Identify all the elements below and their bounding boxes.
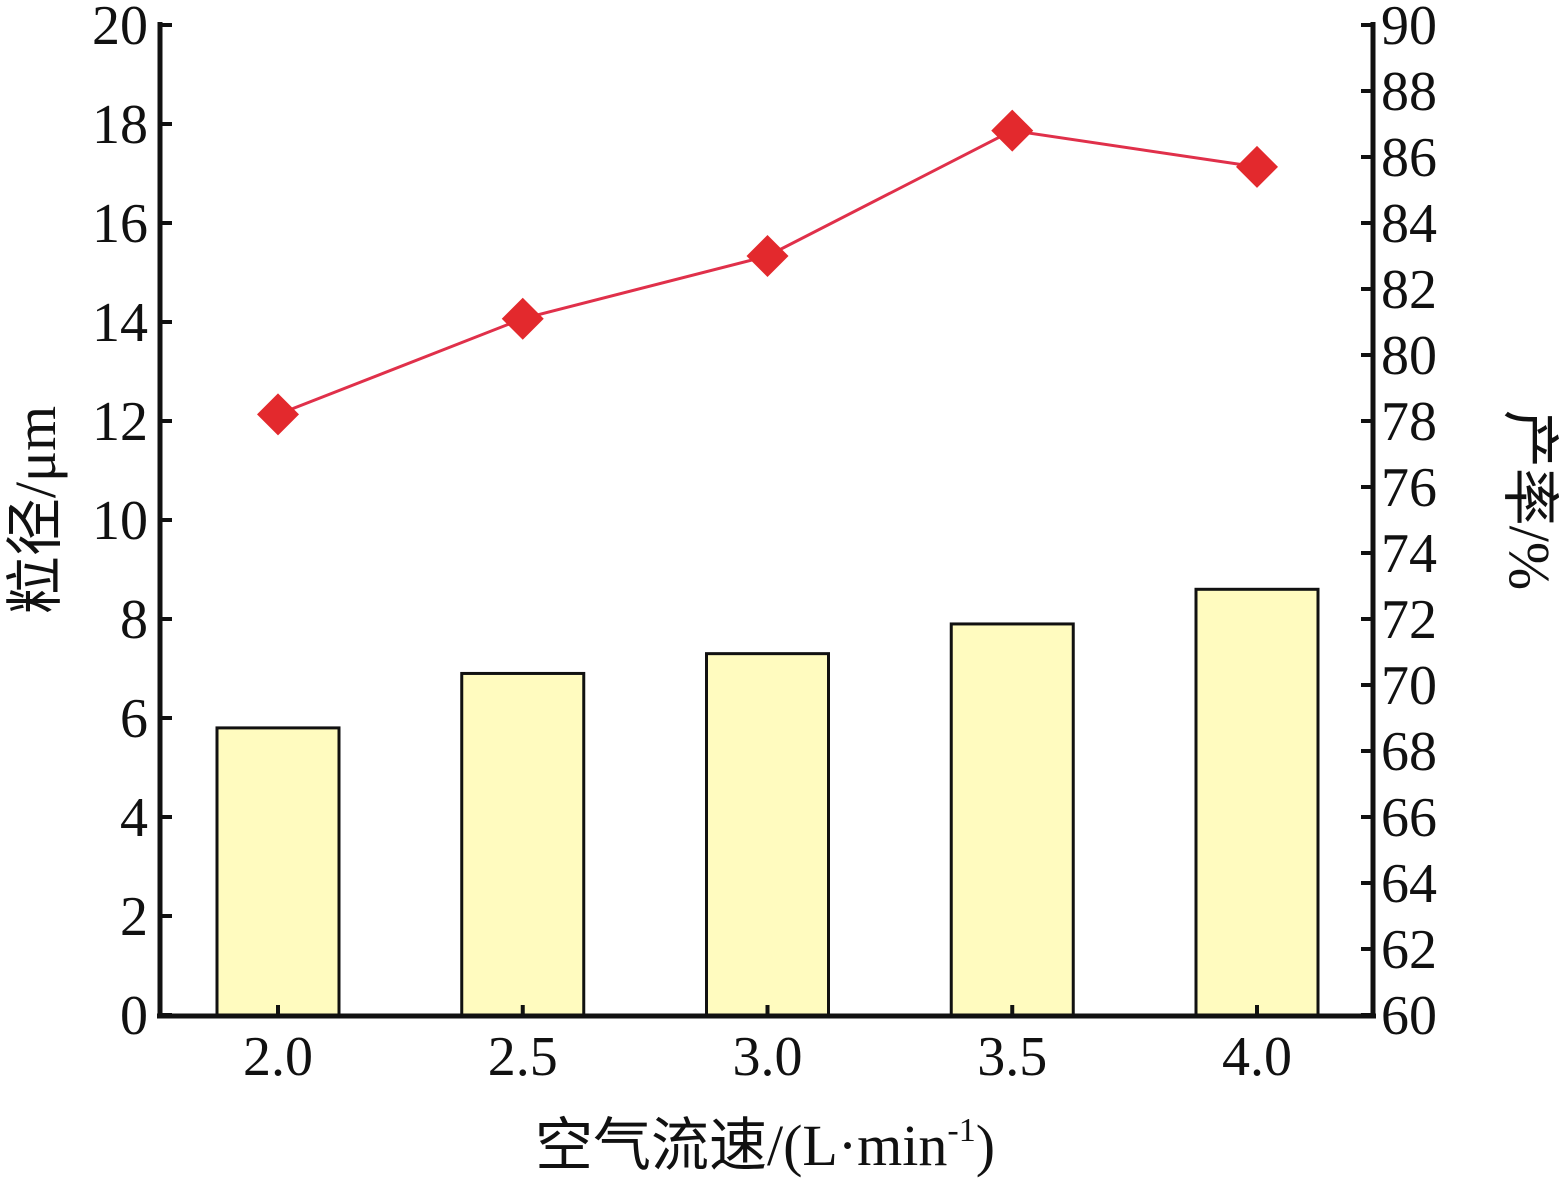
yield-marker-3.5 — [991, 109, 1034, 152]
bar-4.0 — [1194, 587, 1320, 1017]
yield-line-layer — [257, 109, 1278, 436]
left-tick-label-12: 12 — [92, 391, 148, 453]
right-tick-label-74: 74 — [1381, 523, 1437, 585]
x-tick-label-4.0: 4.0 — [1222, 1026, 1292, 1088]
left-tick-label-14: 14 — [92, 292, 148, 354]
left-tick-label-0: 0 — [120, 985, 148, 1047]
x-axis-title-end: ) — [976, 1113, 995, 1178]
left-tick-label-4: 4 — [120, 787, 148, 849]
left-tick-label-2: 2 — [120, 886, 148, 948]
right-tick-label-80: 80 — [1381, 325, 1437, 387]
right-tick-label-64: 64 — [1381, 853, 1437, 915]
right-tick-label-66: 66 — [1381, 787, 1437, 849]
right-tick-label-70: 70 — [1381, 655, 1437, 717]
bar-2.0 — [215, 726, 341, 1017]
yield-marker-3.0 — [746, 235, 789, 277]
left-tick-label-20: 20 — [92, 0, 148, 57]
right-tick-label-82: 82 — [1381, 259, 1437, 321]
x-axis-title: 空气流速/(L·min-1) — [535, 1112, 995, 1178]
x-tick-label-2.0: 2.0 — [243, 1026, 313, 1088]
bar-2.5 — [460, 671, 586, 1017]
left-tick-label-8: 8 — [120, 589, 148, 651]
left-tick-label-16: 16 — [92, 193, 148, 255]
right-tick-label-62: 62 — [1381, 919, 1437, 981]
yield-marker-2.5 — [501, 297, 544, 340]
right-tick-label-76: 76 — [1381, 457, 1437, 519]
ticks-layer: 0246810121416182060626466687072747678808… — [92, 0, 1437, 1088]
left-y-axis-title: 粒径/μm — [3, 406, 68, 614]
right-tick-label-90: 90 — [1381, 0, 1437, 57]
right-tick-label-84: 84 — [1381, 193, 1437, 255]
left-tick-label-18: 18 — [92, 94, 148, 156]
yield-marker-4.0 — [1236, 145, 1278, 188]
x-axis-title-main: 空气流速/(L·min — [535, 1113, 947, 1178]
yield-marker-2.0 — [257, 393, 299, 436]
x-axis-title-superscript: -1 — [947, 1112, 975, 1149]
left-tick-label-6: 6 — [120, 688, 148, 750]
right-tick-label-68: 68 — [1381, 721, 1437, 783]
right-tick-label-88: 88 — [1381, 61, 1437, 123]
bars-layer — [215, 587, 1320, 1017]
bar-3.0 — [705, 652, 830, 1017]
right-tick-label-72: 72 — [1381, 589, 1437, 651]
right-tick-label-78: 78 — [1381, 391, 1437, 453]
left-tick-label-10: 10 — [92, 490, 148, 552]
x-tick-label-2.5: 2.5 — [488, 1026, 558, 1088]
right-tick-label-86: 86 — [1381, 127, 1437, 189]
right-tick-label-60: 60 — [1381, 985, 1437, 1047]
x-tick-label-3.5: 3.5 — [977, 1026, 1047, 1088]
right-y-axis-title: 产率/% — [1497, 410, 1559, 590]
x-tick-label-3.0: 3.0 — [733, 1026, 803, 1088]
bar-3.5 — [949, 622, 1075, 1017]
